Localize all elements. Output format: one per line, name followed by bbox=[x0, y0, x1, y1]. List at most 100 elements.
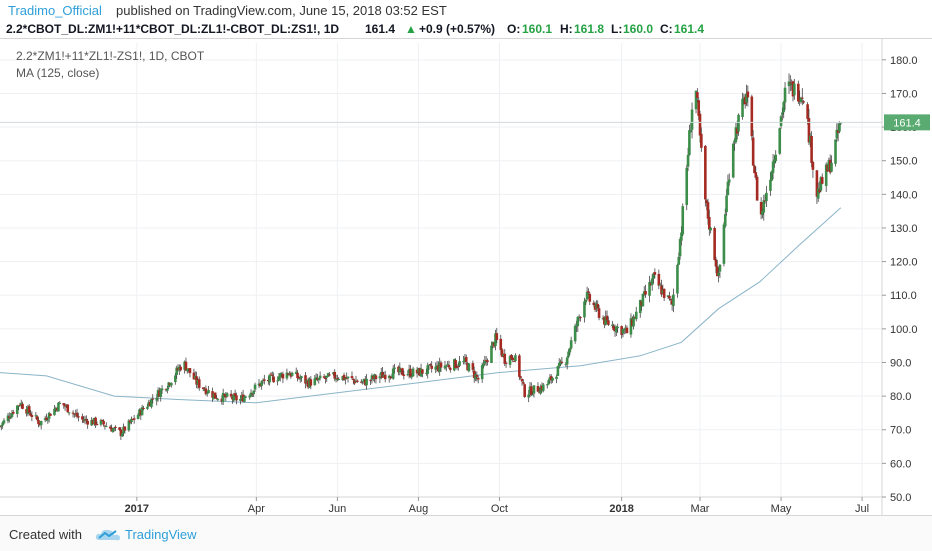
candle-body bbox=[94, 417, 97, 425]
candle-body bbox=[810, 135, 813, 163]
candle-body bbox=[743, 96, 747, 105]
candle-body bbox=[77, 416, 80, 418]
username-link[interactable]: Tradimo_Official bbox=[8, 3, 102, 18]
candle-body bbox=[229, 393, 233, 397]
symbol-label[interactable]: 2.2*CBOT_DL:ZM1!+11*CBOT_DL:ZL1!-CBOT_DL… bbox=[6, 22, 340, 36]
candle-body bbox=[605, 315, 609, 321]
candle-body bbox=[25, 409, 28, 414]
candle-body bbox=[93, 417, 96, 425]
candle-body bbox=[625, 327, 629, 334]
candle-body bbox=[807, 118, 811, 143]
x-tick-label: Aug bbox=[409, 503, 429, 515]
candle-body bbox=[734, 127, 738, 143]
candle-body bbox=[391, 368, 395, 379]
candle-body bbox=[705, 200, 708, 204]
candle-body bbox=[387, 375, 391, 378]
candle-body bbox=[381, 372, 384, 378]
candle-body bbox=[220, 398, 224, 402]
candle-body bbox=[745, 93, 748, 103]
candle-body bbox=[175, 367, 178, 375]
candle-body bbox=[75, 412, 79, 417]
candle-body bbox=[801, 97, 804, 99]
candle-body bbox=[484, 360, 488, 362]
candle-body bbox=[559, 361, 562, 365]
candle-body bbox=[241, 394, 245, 402]
candle-body bbox=[374, 375, 378, 380]
candle-body bbox=[136, 414, 140, 419]
candle-body bbox=[474, 374, 477, 380]
candle-body bbox=[623, 329, 626, 331]
candle-body bbox=[127, 420, 131, 431]
candle-body bbox=[407, 369, 411, 374]
candle-body bbox=[750, 96, 754, 137]
candle-body bbox=[21, 403, 24, 409]
candle-body bbox=[19, 403, 23, 406]
candle-body bbox=[322, 376, 326, 378]
candle-body bbox=[644, 291, 647, 295]
candle-body bbox=[6, 415, 10, 422]
open-label: O: bbox=[507, 22, 521, 36]
candle-body bbox=[65, 405, 68, 407]
candle-body bbox=[677, 256, 681, 265]
candle-body bbox=[565, 357, 569, 365]
candle-body bbox=[187, 368, 190, 371]
candle-body bbox=[86, 420, 89, 425]
candle-body bbox=[681, 206, 685, 235]
candle-body bbox=[212, 393, 216, 399]
candle-body bbox=[537, 392, 541, 394]
candle-body bbox=[337, 378, 341, 380]
candle-body bbox=[183, 361, 186, 370]
candle-body bbox=[653, 272, 657, 275]
price-chart[interactable]: 2017 Apr Jun Aug Oct 2018 Mar May Jul 50.0 60.0 70… bbox=[0, 39, 932, 515]
candle-body bbox=[123, 426, 127, 431]
candle-body bbox=[120, 433, 124, 437]
chart-area[interactable]: 2017 Apr Jun Aug Oct 2018 Mar May Jul 50.0 60.0 70… bbox=[0, 39, 932, 515]
candle-body bbox=[167, 382, 170, 388]
y-tick-label: 140.0 bbox=[890, 189, 918, 201]
candle-body bbox=[34, 415, 38, 417]
candle-body bbox=[63, 404, 67, 407]
candle-body bbox=[662, 288, 666, 298]
candle-body bbox=[708, 216, 711, 230]
candle-body bbox=[285, 372, 289, 379]
candle-body bbox=[81, 416, 84, 420]
candle-body bbox=[156, 390, 160, 398]
candle-body bbox=[363, 379, 367, 386]
tradingview-link[interactable]: TradingView bbox=[125, 527, 197, 542]
candle-body bbox=[67, 412, 71, 414]
candle-body bbox=[290, 372, 294, 376]
candle-body bbox=[512, 360, 516, 362]
candle-body bbox=[494, 333, 497, 346]
candle-body bbox=[174, 375, 177, 383]
candle-body bbox=[74, 413, 78, 415]
candle-body bbox=[624, 327, 627, 330]
candle-body bbox=[753, 165, 756, 174]
candle-body bbox=[596, 304, 600, 308]
candle-body bbox=[475, 375, 479, 377]
candle-body bbox=[660, 285, 663, 295]
header-divider bbox=[0, 38, 932, 39]
candle-body bbox=[418, 368, 422, 376]
candle-body bbox=[518, 355, 521, 377]
candle-body bbox=[504, 362, 508, 364]
candle-body bbox=[55, 408, 59, 411]
candle-body bbox=[773, 159, 776, 164]
legend-ma[interactable]: MA (125, close) bbox=[16, 66, 100, 80]
candle-body bbox=[522, 382, 525, 384]
candle-body bbox=[268, 374, 271, 383]
candle-body bbox=[201, 387, 205, 389]
candle-body bbox=[336, 378, 339, 380]
candle-body bbox=[317, 378, 321, 380]
candle-body bbox=[723, 214, 727, 227]
candle-body bbox=[346, 376, 350, 379]
candle-body bbox=[782, 101, 786, 113]
candle-body bbox=[502, 354, 505, 356]
legend-symbol[interactable]: 2.2*ZM1!+11*ZL1!-ZS1!, 1D, CBOT bbox=[16, 49, 205, 63]
low-value: 160.0 bbox=[623, 22, 654, 36]
candle-body bbox=[500, 349, 504, 357]
y-tick-label: 70.0 bbox=[890, 425, 911, 437]
candle-body bbox=[761, 210, 764, 215]
candle-body bbox=[179, 366, 182, 371]
candle-body bbox=[170, 382, 173, 386]
y-tick-label: 50.0 bbox=[890, 492, 911, 504]
